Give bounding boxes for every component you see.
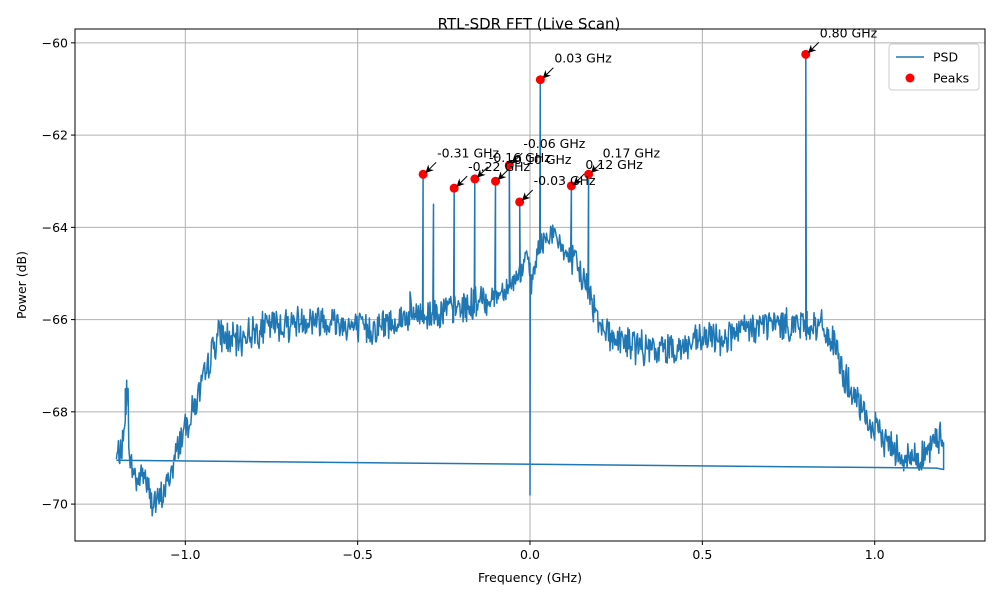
annotation-label: -0.03 GHz [534,173,596,188]
y-axis-label: Power (dB) [14,251,29,319]
annotation-label: -0.10 GHz [510,152,572,167]
x-tick-label: −1.0 [170,547,200,562]
annotation-arrow [511,152,523,164]
annotation-label: -0.06 GHz [523,136,585,151]
legend-label: PSD [933,50,958,65]
legend: PSD Peaks [888,43,980,91]
peak-marker [470,174,480,184]
y-tick-label: −68 [42,404,68,419]
annotation-arrow [456,175,468,187]
psd-series-line [115,53,945,517]
annotation-arrow [542,67,554,79]
x-axis-ticks: −1.0 −0.5 0.0 0.5 1.0 [170,541,885,562]
annotation-label: 0.03 GHz [554,51,612,66]
annotation-arrow [590,161,602,174]
y-tick-label: −66 [42,312,68,327]
chart-title: RTL-SDR FFT (Live Scan) [438,15,621,33]
annotation-label: 0.12 GHz [585,157,643,172]
peak-marker [449,183,459,193]
peak-marker [504,160,514,170]
x-tick-label: 0.5 [692,547,712,562]
peak-marker [584,169,594,179]
y-tick-label: −64 [42,220,68,235]
annotation-arrow [521,189,534,201]
annotation-arrow [497,168,509,180]
peak-marker [418,169,428,179]
peak-marker [515,197,525,207]
x-axis-label: Frequency (GHz) [478,570,582,585]
grid [75,29,985,541]
annotation-label: 0.80 GHz [820,25,878,40]
annotation-arrow [573,173,585,185]
annotation-arrow [808,42,820,54]
peak-marker [566,181,576,191]
x-tick-label: 1.0 [865,547,885,562]
annotation-label: -0.31 GHz [437,145,499,160]
y-axis-ticks: −70 −68 −66 −64 −62 −60 [42,35,75,512]
y-tick-label: −60 [42,35,68,50]
legend-label: Peaks [933,71,969,86]
annotation-arrow [477,166,489,178]
plot-area [115,49,945,517]
y-tick-label: −62 [42,128,68,143]
peak-marker [535,75,545,85]
peak-annotations: -0.31 GHz-0.22 GHz-0.16 GHz-0.10 GHz-0.0… [425,25,878,201]
x-tick-label: −0.5 [342,547,372,562]
peak-marker [491,176,501,186]
annotation-arrow [425,161,437,174]
annotation-label: 0.17 GHz [603,145,661,160]
legend-peaks-swatch [905,73,915,83]
x-tick-label: 0.0 [520,547,540,562]
peak-marker [801,49,811,59]
y-tick-label: −70 [42,497,68,512]
